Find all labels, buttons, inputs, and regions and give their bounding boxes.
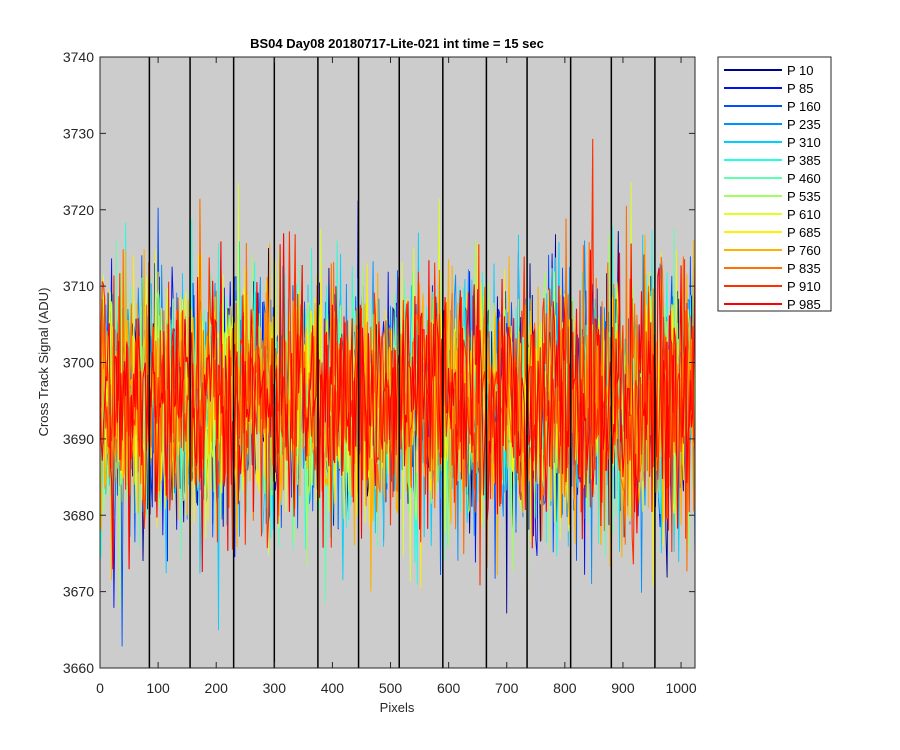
y-tick-label: 3700 [63,355,94,371]
chart-title: BS04 Day08 20180717-Lite-021 int time = … [250,36,544,51]
legend-label: P 460 [787,171,821,186]
x-tick-label: 100 [146,680,170,696]
x-axis-ticks: 0 100 200 300 400 500 600 700 800 900 1000 [96,57,697,696]
y-tick-label: 3670 [63,584,94,600]
x-tick-label: 900 [611,680,635,696]
legend-label: P 160 [787,99,821,114]
series-line-p835 [100,198,695,572]
y-tick-label: 3740 [63,49,94,65]
x-tick-label: 200 [205,680,229,696]
y-axis-ticks: 3660 3670 3680 3690 3700 3710 3720 3730 3740 [63,49,695,676]
legend-label: P 985 [787,297,821,312]
vertical-lines [148,57,656,668]
x-tick-label: 1000 [665,680,696,696]
legend-label: P 535 [787,189,821,204]
x-tick-label: 700 [495,680,519,696]
y-tick-label: 3730 [63,125,94,141]
y-tick-label: 3690 [63,431,94,447]
legend-label: P 85 [787,81,814,96]
x-tick-label: 300 [263,680,287,696]
series-layer [100,138,695,647]
legend-label: P 910 [787,279,821,294]
y-tick-label: 3680 [63,507,94,523]
y-axis-label: Cross Track Signal (ADU) [36,288,51,437]
legend-label: P 760 [787,243,821,258]
y-tick-label: 3710 [63,278,94,294]
legend-label: P 610 [787,207,821,222]
legend-label: P 310 [787,135,821,150]
x-axis-label: Pixels [380,700,415,715]
y-tick-label: 3720 [63,202,94,218]
series-line-p985 [100,233,695,573]
legend-label: P 835 [787,261,821,276]
x-tick-label: 800 [553,680,577,696]
plot-area [99,56,696,669]
x-tick-label: 0 [96,680,104,696]
legend-label: P 10 [787,63,814,78]
legend-label: P 235 [787,117,821,132]
x-tick-label: 600 [437,680,461,696]
y-tick-label: 3660 [63,660,94,676]
legend-label: P 385 [787,153,821,168]
x-tick-label: 500 [379,680,403,696]
x-tick-label: 400 [321,680,345,696]
legend-label: P 685 [787,225,821,240]
legend: P 10 P 85 P 160 P 235 P 310 P 385 P 460 P 535 P … [717,56,832,312]
